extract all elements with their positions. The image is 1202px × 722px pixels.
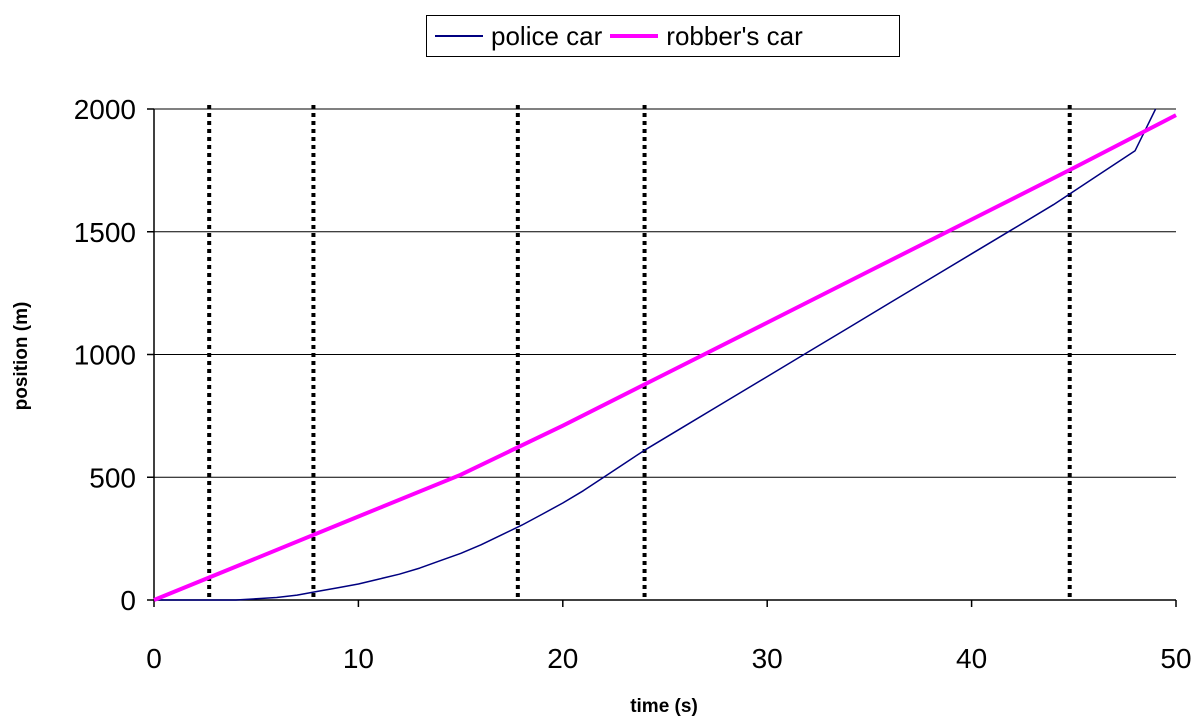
legend-item-robbers-car: robber's car xyxy=(602,20,803,52)
y-tick-label-2000: 2000 xyxy=(74,94,136,125)
event-markers xyxy=(207,105,1072,600)
legend-swatch-police-car xyxy=(435,35,483,37)
gridlines xyxy=(154,108,1176,478)
legend-item-police-car: police car xyxy=(427,21,602,52)
x-tick-label-50: 50 xyxy=(1160,643,1191,674)
legend-swatch-robbers-car xyxy=(610,34,659,38)
x-tick-label-10: 10 xyxy=(343,643,374,674)
y-axis-title: position (m) xyxy=(11,301,32,411)
x-tick-label-0: 0 xyxy=(146,643,162,674)
x-tick-label-30: 30 xyxy=(752,643,783,674)
x-tick-label-20: 20 xyxy=(547,643,578,674)
y-tick-label-0: 0 xyxy=(120,585,136,616)
legend: police car robber's car xyxy=(426,15,900,57)
series-lines xyxy=(153,108,1177,602)
legend-label-police-car: police car xyxy=(491,20,603,51)
y-tick-label-1500: 1500 xyxy=(74,217,136,248)
y-axis: 0 500 1000 1500 2000 xyxy=(74,94,155,616)
y-tick-label-500: 500 xyxy=(89,462,136,493)
series-line-robber-s-car xyxy=(153,113,1177,602)
legend-label-robbers-car: robber's car xyxy=(666,20,803,51)
series-line-police-car xyxy=(154,108,1157,601)
x-tick-label-40: 40 xyxy=(956,643,987,674)
x-axis-title: time (s) xyxy=(630,696,698,717)
x-axis: 0 10 20 30 40 50 xyxy=(146,599,1192,674)
y-tick-label-1000: 1000 xyxy=(74,340,136,371)
